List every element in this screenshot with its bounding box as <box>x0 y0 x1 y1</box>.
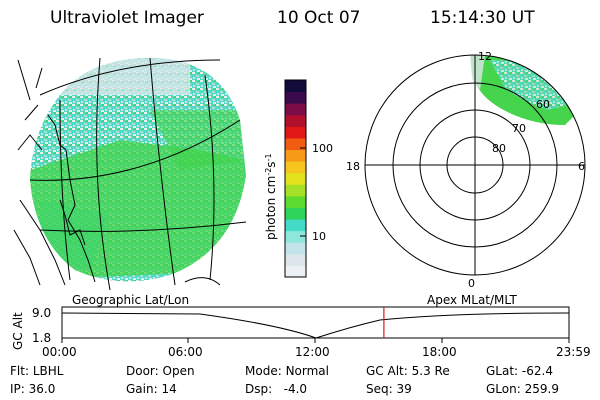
timeline-xtick-2359: 23:59 <box>556 345 591 359</box>
seq-readout: Seq: 39 <box>366 382 412 396</box>
colorbar-cell <box>285 253 306 266</box>
colorbar-cell <box>285 126 306 139</box>
apex-label: Apex MLat/MLT <box>427 293 517 307</box>
colorbar-cell <box>285 80 306 93</box>
mode-readout: Mode: Normal <box>245 364 329 378</box>
mlt-label-12: 12 <box>478 50 492 63</box>
timeline-xtick-1200: 12:00 <box>295 345 330 359</box>
observation-date: 10 Oct 07 <box>277 8 361 28</box>
timeline-xtick-1800: 18:00 <box>422 345 457 359</box>
mlat-label-80: 80 <box>492 142 506 155</box>
colorbar-tick-100: 100 <box>312 142 333 155</box>
instrument-title: Ultraviolet Imager <box>50 8 204 28</box>
mlt-label-6: 6 <box>578 160 585 173</box>
colorbar-cell <box>285 172 306 185</box>
colorbar-cell <box>285 184 306 197</box>
colorbar-cell <box>285 91 306 104</box>
colorbar-cell <box>285 137 306 151</box>
mlt-label-0: 0 <box>468 277 475 290</box>
colorbar-tick-10: 10 <box>312 230 326 243</box>
timeline-xtick-0000: 00:00 <box>42 345 77 359</box>
colorbar-cell <box>285 103 306 116</box>
glon-readout: GLon: 259.9 <box>486 382 559 396</box>
colorbar-cell <box>285 161 306 174</box>
geographic-label: Geographic Lat/Lon <box>72 293 190 307</box>
colorbar-cell <box>285 207 306 220</box>
dsp-readout: Dsp: -4.0 <box>245 382 308 396</box>
timeline-xtick-0600: 06:00 <box>168 345 203 359</box>
filter-readout: Flt: LBHL <box>10 364 64 378</box>
mlat-label-60: 60 <box>536 98 550 111</box>
colorbar-cell <box>285 219 306 232</box>
mlt-label-18: 18 <box>346 160 360 173</box>
timeline-ytick-max: 9.0 <box>32 306 51 320</box>
ip-readout: IP: 36.0 <box>10 382 56 396</box>
timeline-ylabel: GC Alt <box>11 312 25 350</box>
colorbar-cell <box>285 195 306 208</box>
glat-readout: GLat: -62.4 <box>486 364 553 378</box>
colorbar-cell <box>285 230 306 243</box>
colorbar-cell <box>285 242 306 255</box>
colorbar-cell <box>285 265 306 278</box>
door-readout: Door: Open <box>126 364 195 378</box>
gc-alt-readout: GC Alt: 5.3 Re <box>366 364 450 378</box>
colorbar-cell <box>285 149 306 162</box>
colorbar-cell <box>285 114 306 127</box>
gain-readout: Gain: 14 <box>126 382 177 396</box>
timeline-ytick-min: 1.8 <box>32 331 51 345</box>
mlat-label-70: 70 <box>512 122 526 135</box>
observation-time: 15:14:30 UT <box>430 8 535 28</box>
